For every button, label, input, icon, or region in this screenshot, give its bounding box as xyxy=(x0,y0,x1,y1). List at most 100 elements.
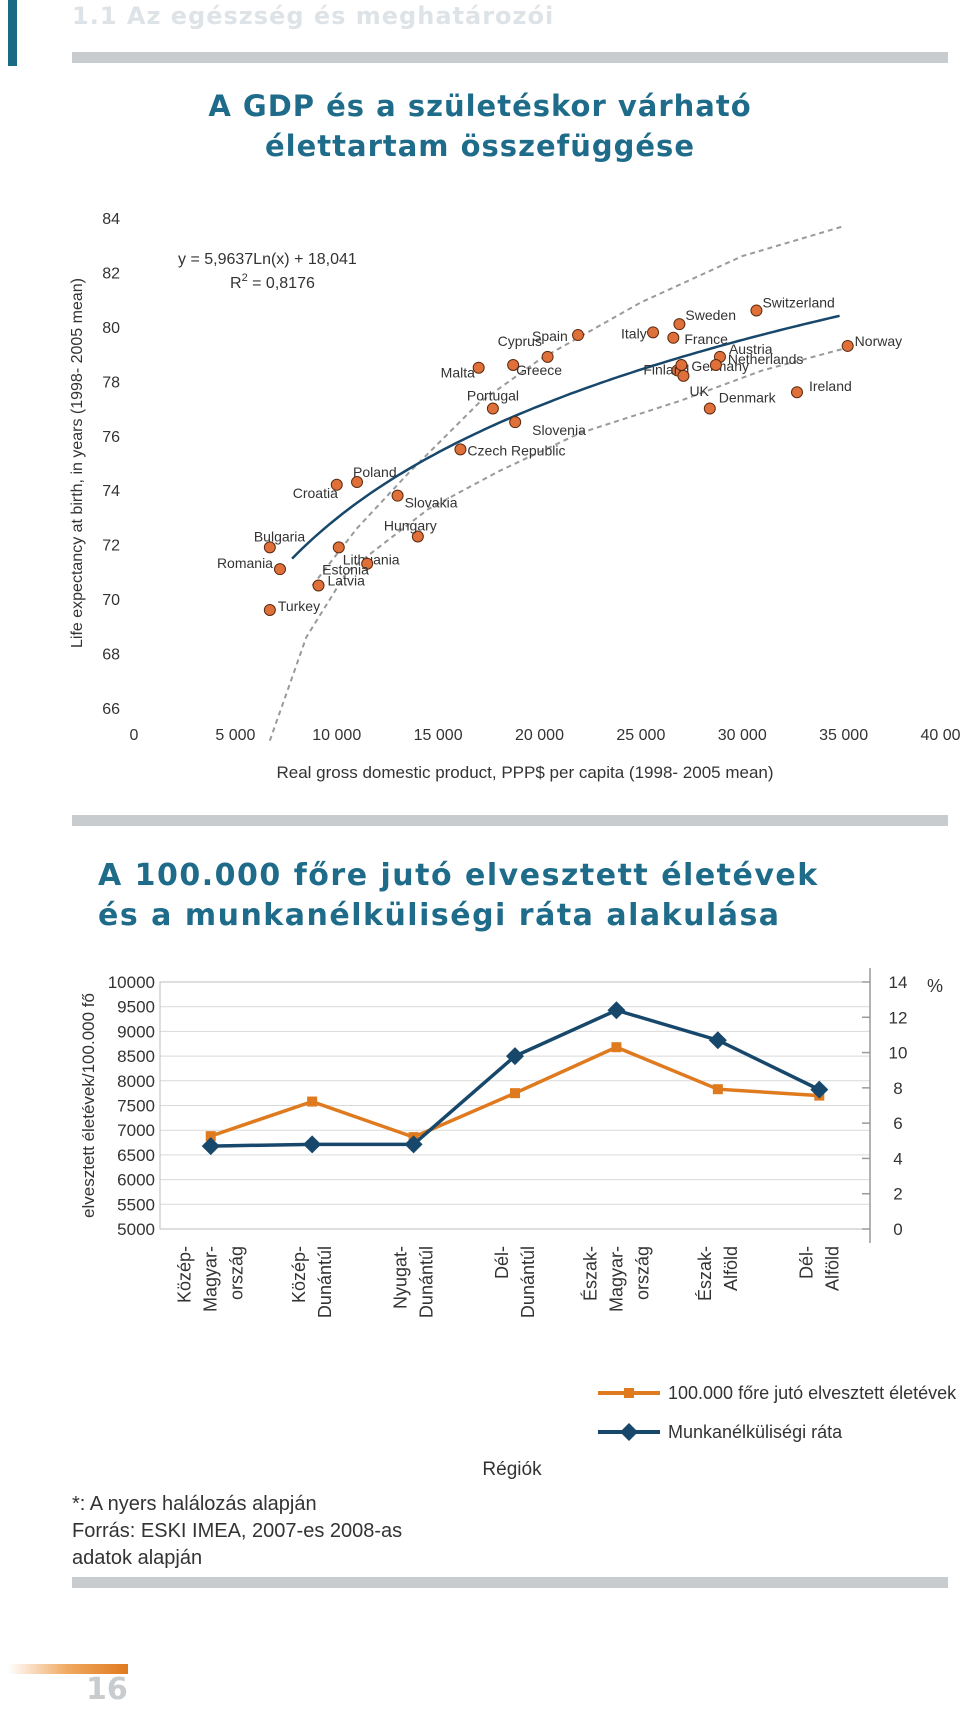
page-number-accent xyxy=(8,1664,128,1674)
data-point xyxy=(332,541,345,554)
y-tick-label: 5500 xyxy=(117,1195,155,1214)
x-axis-label: Régiók xyxy=(482,1459,542,1480)
y2-tick-label: 8 xyxy=(893,1079,902,1098)
point-label: Sweden xyxy=(685,307,736,323)
category-label: ország xyxy=(227,1246,247,1300)
data-point xyxy=(263,604,276,616)
y-axis-label: Life expectancy at birth, in years (1998… xyxy=(69,278,86,648)
category-label: Alföld xyxy=(721,1246,741,1291)
data-point xyxy=(273,563,286,576)
y2-axis-label: % xyxy=(927,976,943,996)
data-point-lost-years xyxy=(307,1096,318,1107)
y-tick-label: 8000 xyxy=(117,1072,155,1091)
chart2-title: A 100.000 főre jutó elvesztett életévek … xyxy=(98,856,819,936)
point-label: Norway xyxy=(855,333,902,349)
footnote-line2: Forrás: ESKI IMEA, 2007-es 2008-as xyxy=(72,1520,403,1542)
point-label: Italy xyxy=(621,325,647,341)
legend-label-unemployment: Munkanélküliségi ráta xyxy=(668,1422,843,1442)
y-axis-label: elvesztett életévek/100.000 fő xyxy=(79,993,98,1218)
point-label: Turkey xyxy=(278,598,320,614)
category-label: Dunántúl xyxy=(315,1246,335,1318)
y2-tick-label: 0 xyxy=(893,1220,902,1239)
data-point-unemployment xyxy=(810,1080,829,1099)
data-point xyxy=(677,369,690,382)
point-label: Greece xyxy=(516,362,562,378)
category-label: Észak- xyxy=(580,1246,600,1301)
data-point xyxy=(790,386,803,399)
data-point xyxy=(263,541,276,554)
data-point xyxy=(673,318,686,331)
page-number: 16 xyxy=(86,1672,128,1707)
x-tick-label: 40 000 xyxy=(921,727,960,744)
y2-tick-label: 2 xyxy=(893,1185,902,1204)
x-tick-label: 35 000 xyxy=(819,727,868,744)
y2-tick-label: 4 xyxy=(893,1149,902,1168)
data-point-unemployment xyxy=(404,1135,423,1154)
data-point xyxy=(703,402,716,415)
trend-equation: y = 5,9637Ln(x) + 18,041 xyxy=(178,251,357,268)
data-point-unemployment xyxy=(607,1001,626,1020)
y-tick-label: 8500 xyxy=(117,1047,155,1066)
data-point xyxy=(454,443,467,456)
data-point-lost-years xyxy=(712,1084,723,1095)
y-tick-label: 7000 xyxy=(117,1121,155,1140)
chart1-title-line1: A GDP és a születéskor várható xyxy=(208,89,752,123)
data-point xyxy=(841,339,854,352)
point-label: Netherlands xyxy=(728,351,804,367)
chart2-title-line2: és a munkanélküliségi ráta alakulása xyxy=(98,898,781,933)
y2-tick-label: 14 xyxy=(889,973,908,992)
footnote-line3: adatok alapján xyxy=(72,1547,203,1569)
point-label: Romania xyxy=(217,555,273,571)
category-label: Dunántúl xyxy=(417,1246,437,1318)
y2-tick-label: 6 xyxy=(893,1114,902,1133)
x-axis-label: Real gross domestic product, PPP$ per ca… xyxy=(276,763,773,782)
point-label: Malta xyxy=(441,365,475,381)
data-point xyxy=(312,579,325,592)
point-label: Hungary xyxy=(384,518,437,534)
category-label: Dél- xyxy=(492,1246,512,1279)
point-label: Switzerland xyxy=(762,295,834,311)
y-tick-label: 10000 xyxy=(108,973,155,992)
y-tick-label: 68 xyxy=(102,647,120,664)
y-tick-label: 80 xyxy=(102,320,120,337)
r-squared: R2 = 0,8176 xyxy=(230,272,315,292)
divider xyxy=(72,815,948,826)
y-tick-label: 6500 xyxy=(117,1146,155,1165)
x-tick-label: 15 000 xyxy=(414,727,463,744)
chart2-title-line1: A 100.000 főre jutó elvesztett életévek xyxy=(98,858,819,893)
data-point xyxy=(750,304,763,317)
legend-marker-lost-years xyxy=(624,1388,634,1398)
y-tick-label: 78 xyxy=(102,374,120,391)
point-label: France xyxy=(684,331,728,347)
category-label: Magyar- xyxy=(201,1246,221,1312)
y2-tick-label: 12 xyxy=(889,1008,908,1027)
data-point-lost-years xyxy=(510,1088,520,1099)
data-point xyxy=(647,326,660,339)
y-tick-label: 84 xyxy=(102,211,120,228)
x-tick-label: 30 000 xyxy=(718,727,767,744)
divider xyxy=(72,52,948,63)
category-label: Alföld xyxy=(822,1246,842,1291)
y-tick-label: 76 xyxy=(102,429,120,446)
y-tick-label: 74 xyxy=(102,483,120,500)
data-point-unemployment xyxy=(201,1137,220,1156)
category-label: Magyar- xyxy=(606,1246,626,1312)
category-label: Dél- xyxy=(796,1246,816,1279)
x-tick-label: 0 xyxy=(130,727,139,744)
point-label: Latvia xyxy=(328,573,366,589)
category-label: Dunántúl xyxy=(518,1246,538,1318)
x-tick-label: 25 000 xyxy=(616,727,665,744)
data-point xyxy=(541,350,554,363)
data-point xyxy=(486,402,499,415)
y-tick-label: 6000 xyxy=(117,1171,155,1190)
data-point xyxy=(361,557,374,570)
data-point xyxy=(709,359,722,371)
data-point xyxy=(507,359,520,371)
legend-marker-unemployment xyxy=(620,1423,638,1441)
x-tick-label: 10 000 xyxy=(312,727,361,744)
section-title: 1.1 Az egészség és meghatározói xyxy=(72,2,555,30)
chart1-title: A GDP és a születéskor várható élettarta… xyxy=(0,86,960,166)
point-label: Poland xyxy=(353,464,397,480)
data-point xyxy=(391,489,404,502)
point-label: Ireland xyxy=(809,378,852,394)
